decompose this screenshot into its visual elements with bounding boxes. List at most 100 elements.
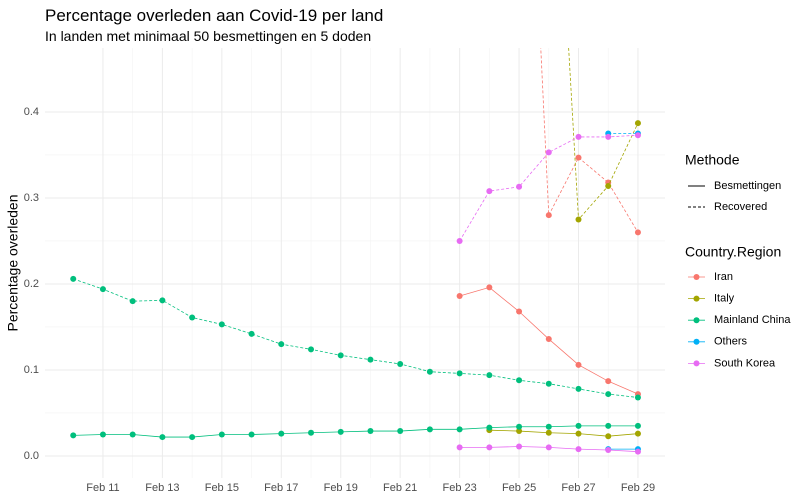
point	[634, 448, 641, 455]
x-tick-label: Feb 29	[621, 482, 655, 494]
point	[486, 424, 493, 431]
point	[367, 356, 374, 363]
point	[545, 212, 552, 219]
y-axis-title: Percentage overleden	[5, 195, 21, 332]
point	[634, 120, 641, 127]
point	[456, 293, 463, 300]
point	[99, 286, 106, 293]
point	[218, 321, 225, 328]
legend-key	[693, 317, 700, 324]
point	[575, 385, 582, 392]
y-tick-label: 0.1	[24, 364, 39, 376]
point	[189, 314, 196, 321]
point	[486, 284, 493, 291]
legend-key	[693, 338, 700, 345]
legend-title: Methode	[685, 152, 740, 168]
point	[397, 360, 404, 367]
point	[516, 183, 523, 190]
point	[516, 308, 523, 315]
point	[337, 352, 344, 359]
y-tick-label: 0.0	[24, 450, 39, 462]
point	[99, 431, 106, 438]
point	[634, 430, 641, 437]
x-tick-label: Feb 17	[264, 482, 298, 494]
point	[278, 430, 285, 437]
x-tick-label: Feb 11	[86, 482, 119, 494]
y-tick-label: 0.2	[24, 278, 39, 290]
x-tick-label: Feb 19	[324, 482, 358, 494]
point	[575, 430, 582, 437]
point	[516, 423, 523, 430]
point	[634, 394, 641, 401]
point	[575, 216, 582, 223]
legend-key	[693, 295, 700, 302]
point	[545, 423, 552, 430]
point	[397, 428, 404, 435]
x-tick-label: Feb 13	[145, 482, 179, 494]
point	[456, 444, 463, 451]
point	[516, 428, 523, 435]
point	[218, 431, 225, 438]
y-tick-label: 0.4	[24, 106, 39, 118]
legend-label: Iran	[714, 271, 733, 283]
point	[545, 429, 552, 436]
series-line	[568, 48, 639, 221]
point	[605, 133, 612, 140]
series-line	[73, 425, 638, 438]
axes: 0.0 0.1 0.2 0.3 0.4 Feb 11 Feb 13 Feb 15 Feb 17 F…	[24, 106, 655, 494]
x-tick-label: Feb 15	[205, 482, 239, 494]
legend-key	[693, 360, 700, 367]
point	[545, 444, 552, 451]
point	[278, 341, 285, 348]
point	[486, 188, 493, 195]
x-tick-label: Feb 25	[502, 482, 536, 494]
point	[337, 428, 344, 435]
x-tick-label: Feb 23	[442, 482, 476, 494]
legend-label: Italy	[714, 293, 735, 305]
point	[129, 431, 136, 438]
point	[605, 391, 612, 398]
point	[426, 368, 433, 375]
chart-title: Percentage overleden aan Covid-19 per la…	[45, 6, 383, 25]
point	[189, 434, 196, 441]
series-line	[540, 48, 639, 233]
point	[486, 372, 493, 379]
series-line	[489, 429, 638, 437]
legend: Methode Besmettingen Recovered Country.Regi…	[685, 152, 791, 370]
legend-title: Country.Region	[685, 244, 781, 260]
legend-label: Mainland China	[714, 314, 791, 326]
x-tick-label: Feb 21	[383, 482, 417, 494]
x-tick-label: Feb 27	[561, 482, 595, 494]
point	[159, 297, 166, 304]
point	[456, 237, 463, 244]
point	[516, 377, 523, 384]
point	[456, 426, 463, 433]
series-line	[73, 278, 638, 398]
point	[605, 433, 612, 440]
point	[575, 133, 582, 140]
legend-label: Others	[714, 336, 748, 348]
point	[575, 361, 582, 368]
point	[426, 426, 433, 433]
grid	[45, 48, 665, 478]
point	[545, 336, 552, 343]
point	[70, 432, 77, 439]
point	[159, 434, 166, 441]
point	[575, 446, 582, 453]
point	[575, 422, 582, 429]
point	[367, 428, 374, 435]
point	[70, 275, 77, 282]
point	[605, 446, 612, 453]
legend-key	[693, 274, 700, 280]
point	[129, 298, 136, 305]
point	[634, 422, 641, 429]
point	[308, 346, 315, 353]
point	[486, 444, 493, 451]
point	[605, 182, 612, 189]
point	[634, 132, 641, 139]
point	[575, 154, 582, 161]
legend-label: Besmettingen	[714, 180, 781, 192]
legend-label: South Korea	[714, 357, 776, 369]
point	[516, 443, 523, 450]
